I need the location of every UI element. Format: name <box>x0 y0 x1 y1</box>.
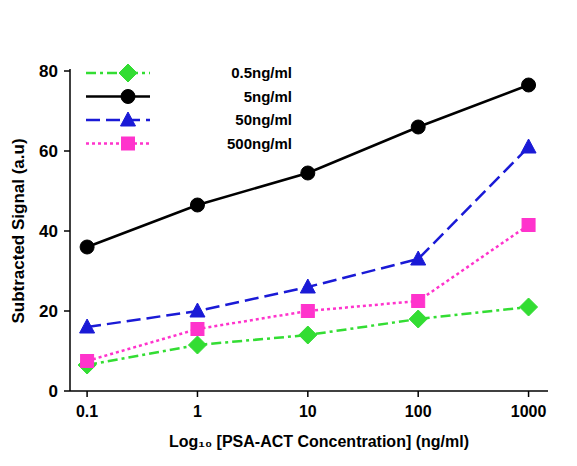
y-tick <box>64 230 70 232</box>
y-tick-label: 60 <box>39 142 58 161</box>
series-line <box>87 85 528 247</box>
x-tick <box>307 391 309 397</box>
y-tick <box>64 390 70 392</box>
x-tick-label: 100 <box>405 403 432 420</box>
data-point <box>522 219 535 232</box>
series-line <box>87 147 528 327</box>
legend-label: 0.5ng/ml <box>231 64 292 81</box>
data-point <box>300 279 315 293</box>
legend-label: 5ng/ml <box>244 88 292 105</box>
legend-marker <box>122 137 135 150</box>
legend-marker <box>119 64 137 82</box>
y-axis <box>69 69 71 391</box>
legend-line <box>86 119 150 122</box>
x-tick-label: 10 <box>299 403 317 420</box>
y-tick-label: 80 <box>39 62 58 81</box>
data-point <box>190 303 205 317</box>
data-point <box>301 305 314 318</box>
data-point <box>81 355 94 368</box>
data-point <box>521 139 536 153</box>
data-point <box>412 295 425 308</box>
data-point <box>520 298 538 316</box>
data-point <box>411 120 425 134</box>
x-axis-label: Log₁₀ [PSA-ACT Concentration] (ng/ml) <box>169 433 469 450</box>
x-tick-label: 1000 <box>511 403 547 420</box>
data-point <box>409 310 427 328</box>
legend-line <box>86 95 150 98</box>
data-point <box>190 198 204 212</box>
data-point <box>188 336 206 354</box>
legend: 0.5ng/ml 5ng/ml 50ng/ml 500ng/ml <box>86 64 292 152</box>
y-tick-label: 40 <box>39 222 58 241</box>
y-tick <box>64 150 70 152</box>
data-point <box>299 326 317 344</box>
chart: 0 20 40 60 80 0.1 1 10 100 1000 Log₁₀ [PSA-ACT Con… <box>0 0 577 466</box>
legend-label: 500ng/ml <box>227 135 292 152</box>
legend-label: 50ng/ml <box>235 111 292 128</box>
x-tick <box>86 391 88 397</box>
y-tick-label: 20 <box>39 302 58 321</box>
x-tick-label: 1 <box>193 403 202 420</box>
x-tick <box>417 391 419 397</box>
x-tick-label: 0.1 <box>76 403 98 420</box>
data-point <box>80 240 94 254</box>
series-line <box>87 225 528 361</box>
x-axis <box>70 390 548 392</box>
legend-marker <box>121 112 136 126</box>
y-tick <box>64 70 70 72</box>
data-point <box>191 323 204 336</box>
plot-area <box>78 78 537 374</box>
y-tick <box>64 310 70 312</box>
y-axis-label: Subtracted Signal (a.u) <box>9 138 28 323</box>
x-tick <box>197 391 199 397</box>
data-point <box>522 78 536 92</box>
y-tick-label: 0 <box>49 382 58 401</box>
legend-marker <box>121 90 135 104</box>
data-point <box>301 166 315 180</box>
legend-line <box>86 142 150 145</box>
data-point <box>80 319 95 333</box>
x-tick <box>528 391 530 397</box>
data-point <box>411 251 426 265</box>
legend-line <box>86 72 150 75</box>
